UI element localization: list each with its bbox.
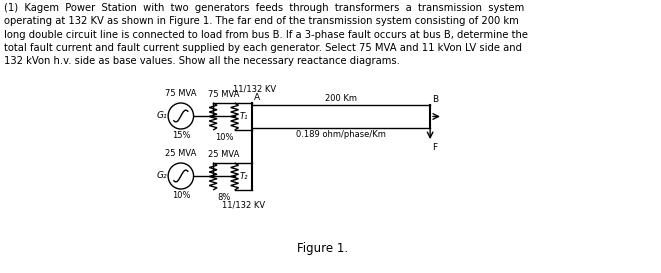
Text: T₂: T₂ [239,172,248,181]
Text: Figure 1.: Figure 1. [297,242,348,255]
Text: 25 MVA: 25 MVA [208,150,239,159]
Text: 25 MVA: 25 MVA [165,150,196,159]
Text: F: F [432,143,437,152]
Text: 10%: 10% [215,133,233,142]
Text: 0.189 ohm/phase/Km: 0.189 ohm/phase/Km [296,130,386,139]
Text: T₁: T₁ [239,112,248,121]
Text: 11/132 KV: 11/132 KV [222,200,265,209]
Text: 75 MVA: 75 MVA [165,90,196,99]
Text: G₂: G₂ [157,171,167,180]
Text: 10%: 10% [172,191,190,200]
Text: 200 Km: 200 Km [325,94,357,103]
Text: 75 MVA: 75 MVA [208,90,240,99]
Text: B: B [432,95,438,104]
Text: G₁: G₁ [157,111,167,120]
Text: 15%: 15% [172,132,190,141]
Text: (1)  Kagem  Power  Station  with  two  generators  feeds  through  transformers : (1) Kagem Power Station with two generat… [4,3,528,66]
Text: 8%: 8% [217,193,231,202]
Text: 11/132 KV: 11/132 KV [233,84,276,93]
Text: A: A [254,93,260,102]
